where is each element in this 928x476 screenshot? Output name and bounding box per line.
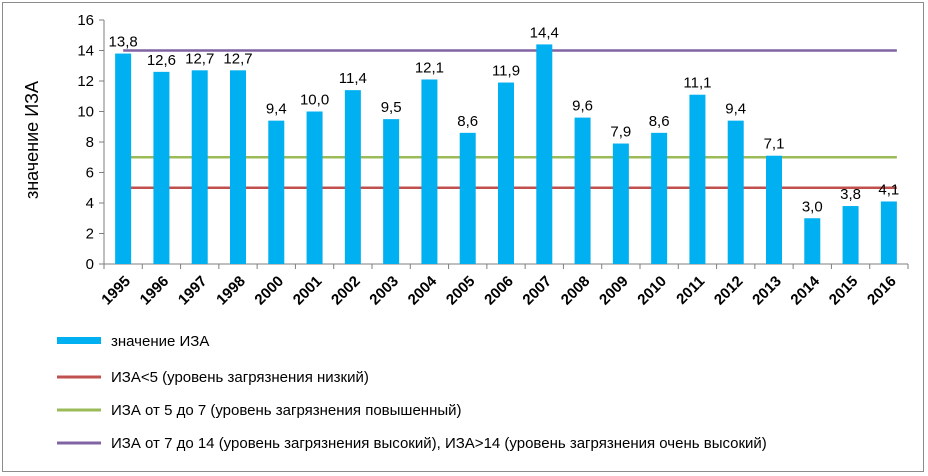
x-tick-label: 2011 [673, 273, 708, 308]
x-tick-label: 1996 [137, 273, 173, 309]
bar [459, 132, 476, 264]
legend-label-elevated: ИЗА от 5 до 7 (уровень загрязнения повыш… [111, 402, 462, 419]
bar [268, 120, 285, 265]
y-tick-label: 6 [86, 165, 94, 182]
x-tick-label: 2015 [826, 273, 862, 309]
bar [498, 82, 514, 265]
bar [230, 70, 246, 264]
x-tick-label: 2009 [596, 273, 632, 309]
data-label: 8,6 [649, 113, 670, 130]
y-tick-label: 16 [77, 12, 94, 29]
bar [689, 94, 706, 264]
x-tick-labels: 1995 1996 1997 1998 2000 2001 2002 2003 2004 2005… [98, 272, 899, 308]
y-axis-title-group: значение ИЗА [22, 81, 42, 199]
data-labels: 13,8 12,6 12,7 12,7 9,4 10,0 11,4 9,5 12,1 8,6 11,… [109, 24, 900, 215]
data-label: 9,5 [381, 99, 402, 116]
bar [766, 155, 782, 264]
y-axis-label: значение ИЗА [22, 81, 42, 199]
data-label: 7,1 [764, 136, 785, 153]
x-tick-label: 2012 [711, 273, 747, 309]
x-tick-label: 2001 [290, 273, 326, 309]
data-label: 11,4 [339, 70, 367, 87]
bar [651, 132, 668, 264]
bar [880, 201, 897, 264]
data-label: 12,1 [415, 59, 444, 76]
data-label: 7,9 [610, 124, 631, 141]
y-tick-label: 12 [77, 73, 94, 90]
bar [727, 120, 744, 265]
bar [574, 117, 591, 264]
data-label: 13,8 [109, 34, 138, 51]
bar [612, 143, 629, 264]
x-tick-label: 2013 [749, 273, 785, 309]
data-label: 3,8 [840, 186, 861, 203]
y-tick-label: 8 [86, 134, 94, 151]
legend-label-high: ИЗА от 7 до 14 (уровень загрязнения высо… [111, 435, 767, 452]
data-label: 9,6 [572, 98, 593, 115]
bar [804, 218, 821, 264]
data-label: 12,7 [185, 50, 214, 67]
legend: значение ИЗА ИЗА<5 (уровень загрязнения … [57, 333, 767, 452]
x-tick-label: 2014 [787, 272, 823, 308]
bar [306, 111, 323, 264]
legend-swatch-bar [57, 337, 101, 344]
x-tick-label: 2005 [443, 273, 479, 309]
data-label: 12,7 [223, 50, 252, 67]
x-tick-label: 2008 [558, 273, 594, 309]
bar [842, 206, 859, 264]
bar [115, 53, 132, 264]
legend-label-low: ИЗА<5 (уровень загрязнения низкий) [111, 369, 369, 386]
data-label: 12,6 [147, 52, 176, 69]
data-label: 8,6 [457, 113, 478, 130]
bar [383, 119, 400, 264]
bars [115, 44, 897, 265]
bar [344, 90, 361, 265]
x-tick-label: 2010 [634, 273, 670, 309]
y-tick-label: 4 [86, 195, 94, 212]
x-tick-label: 2006 [481, 273, 517, 309]
x-tick-label: 1997 [175, 273, 211, 309]
y-tick-label: 14 [77, 43, 94, 60]
data-label: 10,0 [300, 92, 329, 109]
x-tick-label: 2003 [366, 273, 402, 309]
y-tick-labels: 0 2 4 6 8 10 12 14 16 [77, 12, 94, 273]
bar [153, 71, 170, 264]
data-label: 9,4 [725, 101, 746, 118]
x-tick-label: 2007 [519, 273, 555, 309]
x-tick-label: 2000 [251, 273, 287, 309]
y-tick-label: 10 [77, 104, 94, 121]
bar [421, 79, 438, 264]
data-label: 4,1 [878, 181, 899, 198]
x-tick-label: 2002 [328, 273, 364, 309]
legend-label-bar: значение ИЗА [111, 333, 209, 350]
data-label: 14,4 [530, 24, 559, 41]
x-tick-label: 2016 [864, 273, 900, 309]
data-label: 9,4 [266, 101, 287, 118]
y-tick-label: 2 [86, 226, 94, 243]
x-tick-label: 1998 [213, 273, 249, 309]
y-tick-label: 0 [86, 256, 94, 273]
data-label: 3,0 [802, 198, 823, 215]
x-tick-label: 1995 [98, 273, 134, 309]
bar [536, 44, 553, 265]
data-label: 11,1 [683, 75, 711, 92]
x-tick-label: 2004 [405, 272, 441, 308]
data-label: 11,9 [492, 63, 520, 80]
bar [191, 70, 208, 264]
